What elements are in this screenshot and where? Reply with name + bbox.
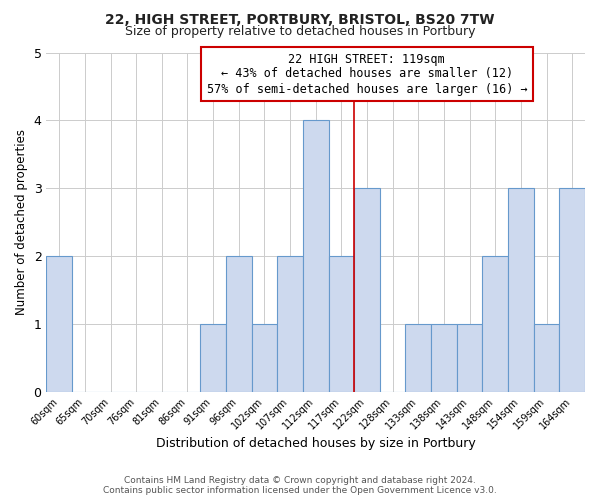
- Bar: [277, 256, 303, 392]
- Text: 22, HIGH STREET, PORTBURY, BRISTOL, BS20 7TW: 22, HIGH STREET, PORTBURY, BRISTOL, BS20…: [105, 12, 495, 26]
- Text: Size of property relative to detached houses in Portbury: Size of property relative to detached ho…: [125, 25, 475, 38]
- X-axis label: Distribution of detached houses by size in Portbury: Distribution of detached houses by size …: [156, 437, 476, 450]
- Bar: [406, 324, 431, 392]
- Bar: [329, 256, 354, 392]
- Bar: [457, 324, 482, 392]
- Bar: [431, 324, 457, 392]
- Y-axis label: Number of detached properties: Number of detached properties: [15, 129, 28, 315]
- Bar: [226, 256, 251, 392]
- Bar: [482, 256, 508, 392]
- Text: Contains HM Land Registry data © Crown copyright and database right 2024.
Contai: Contains HM Land Registry data © Crown c…: [103, 476, 497, 495]
- Bar: [251, 324, 277, 392]
- Bar: [200, 324, 226, 392]
- Text: 22 HIGH STREET: 119sqm
← 43% of detached houses are smaller (12)
57% of semi-det: 22 HIGH STREET: 119sqm ← 43% of detached…: [206, 52, 527, 96]
- Bar: [354, 188, 380, 392]
- Bar: [303, 120, 329, 392]
- Bar: [508, 188, 534, 392]
- Bar: [534, 324, 559, 392]
- Bar: [46, 256, 72, 392]
- Bar: [559, 188, 585, 392]
